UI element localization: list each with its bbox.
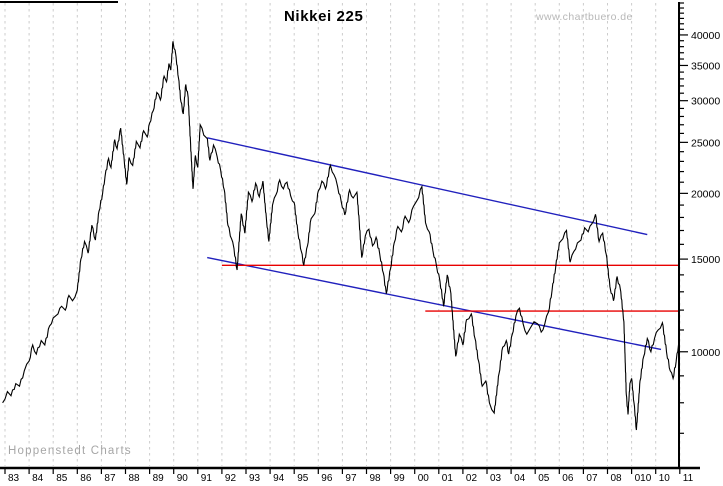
x-axis-tick-label: 04 bbox=[514, 473, 526, 484]
upper-channel-trendline bbox=[207, 137, 648, 236]
y-axis-tick-label: 30000 bbox=[691, 96, 720, 108]
lower-channel-trendline bbox=[207, 256, 662, 351]
y-axis-tick-label: 25000 bbox=[691, 137, 720, 149]
x-axis-tick-label: 02 bbox=[466, 473, 478, 484]
y-axis-tick-label: 10000 bbox=[691, 347, 720, 359]
x-axis-tick-label: 95 bbox=[297, 473, 309, 484]
x-axis-tick-label: 00 bbox=[418, 473, 430, 484]
y-axis-tick-label: 20000 bbox=[691, 188, 720, 200]
x-axis-tick-label: 94 bbox=[273, 473, 285, 484]
x-axis-tick-label: 01 bbox=[442, 473, 454, 484]
x-axis-tick-label: 83 bbox=[8, 473, 20, 484]
x-axis-tick-label: 84 bbox=[32, 473, 44, 484]
x-axis-tick-label: 86 bbox=[80, 473, 92, 484]
x-axis-tick-label: 010 bbox=[635, 473, 652, 484]
x-axis-tick-label: 08 bbox=[611, 473, 623, 484]
x-axis-tick-label: 93 bbox=[249, 473, 261, 484]
brand-watermark: www.chartbuero.de bbox=[536, 11, 633, 23]
footer-watermark: Hoppenstedt Charts bbox=[8, 445, 132, 457]
x-axis-tick-label: 11 bbox=[683, 473, 694, 484]
y-axis-tick-label: 40000 bbox=[691, 30, 720, 42]
x-axis-tick-label: 87 bbox=[104, 473, 116, 484]
x-axis-tick-label: 10 bbox=[659, 473, 671, 484]
x-axis-tick-label: 92 bbox=[225, 473, 237, 484]
x-axis-tick-label: 96 bbox=[321, 473, 333, 484]
x-axis-tick-label: 85 bbox=[56, 473, 68, 484]
x-axis-tick-label: 97 bbox=[345, 473, 357, 484]
page-title: Nikkei 225 bbox=[284, 8, 364, 25]
x-axis-tick-label: 90 bbox=[177, 473, 189, 484]
x-axis-tick-label: 03 bbox=[490, 473, 502, 484]
x-axis-tick-label: 91 bbox=[201, 473, 213, 484]
x-axis-tick-label: 89 bbox=[153, 473, 165, 484]
x-axis-tick-label: 88 bbox=[129, 473, 141, 484]
price-line bbox=[2, 41, 679, 431]
x-axis-tick-label: 06 bbox=[562, 473, 574, 484]
y-axis-tick-label: 35000 bbox=[691, 60, 720, 72]
x-axis-tick-label: 07 bbox=[586, 473, 598, 484]
x-axis-tick-label: 05 bbox=[538, 473, 550, 484]
x-axis-tick-label: 99 bbox=[394, 473, 406, 484]
y-axis-tick-label: 15000 bbox=[691, 254, 720, 266]
x-axis-tick-label: 98 bbox=[370, 473, 382, 484]
